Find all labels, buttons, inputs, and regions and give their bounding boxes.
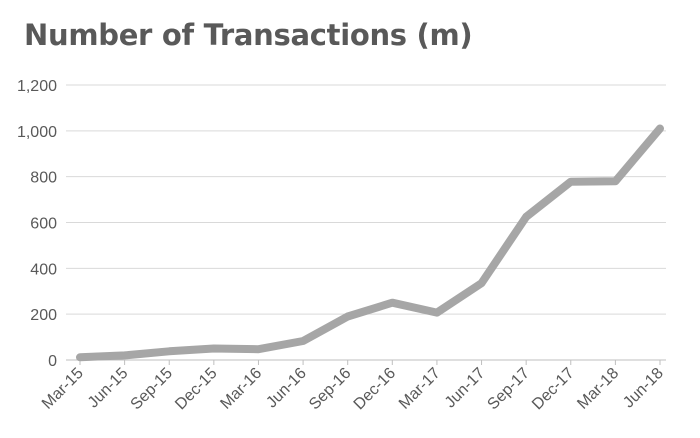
data-point — [124, 354, 126, 356]
x-tick-label: Jun-16 — [263, 365, 310, 412]
x-tick-label: Sep-17 — [484, 365, 533, 414]
x-tick-label: Sep-16 — [306, 365, 355, 414]
data-point — [168, 350, 170, 352]
data-point — [391, 302, 393, 304]
x-axis-tick-labels: Mar-15Jun-15Sep-15Dec-15Mar-16Jun-16Sep-… — [39, 365, 667, 414]
x-axis — [66, 359, 666, 365]
x-tick-label: Dec-15 — [172, 365, 221, 414]
data-point — [347, 315, 349, 317]
x-tick-label: Mar-16 — [217, 365, 265, 413]
x-tick-label: Mar-15 — [39, 365, 87, 413]
y-tick-label: 800 — [30, 170, 57, 187]
x-tick-label: Mar-17 — [396, 365, 444, 413]
data-point — [570, 181, 572, 183]
series-line — [76, 124, 664, 362]
data-point — [302, 340, 304, 342]
x-tick-label: Dec-16 — [351, 365, 400, 414]
data-point — [213, 348, 215, 350]
data-point — [659, 128, 661, 130]
x-tick-label: Mar-18 — [574, 365, 622, 413]
series-layer — [76, 124, 664, 362]
y-tick-label: 200 — [30, 307, 57, 324]
x-tick-label: Sep-15 — [128, 365, 177, 414]
y-tick-label: 0 — [48, 353, 57, 370]
chart-title: Number of Transactions (m) — [24, 18, 473, 52]
y-tick-label: 600 — [30, 216, 57, 233]
y-tick-label: 1,200 — [17, 78, 57, 95]
data-point — [79, 356, 81, 358]
data-point — [436, 312, 438, 314]
x-tick-label: Dec-17 — [529, 365, 578, 414]
x-tick-label: Jun-15 — [85, 365, 132, 412]
data-point — [525, 216, 527, 218]
x-tick-label: Jun-18 — [620, 365, 667, 412]
data-point — [257, 348, 259, 350]
y-tick-label: 1,000 — [17, 124, 57, 141]
data-point — [481, 282, 483, 284]
data-point — [614, 180, 616, 182]
x-tick-label: Jun-17 — [442, 365, 489, 412]
y-tick-label: 400 — [30, 261, 57, 278]
gridlines — [66, 84, 666, 315]
y-axis-tick-labels: 0 200 400 600 800 1,000 1,200 — [17, 78, 57, 370]
